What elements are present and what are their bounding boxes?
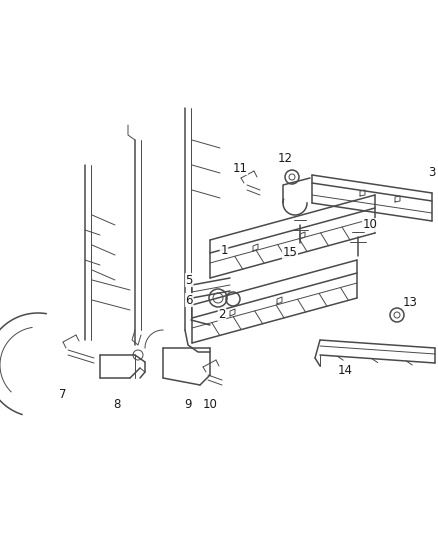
- Text: 11: 11: [233, 161, 247, 174]
- Text: 9: 9: [184, 399, 192, 411]
- Text: 3: 3: [428, 166, 435, 179]
- Text: 13: 13: [403, 295, 417, 309]
- Text: 1: 1: [220, 244, 228, 256]
- Text: 5: 5: [186, 273, 193, 287]
- Text: 2: 2: [218, 309, 226, 321]
- Text: 10: 10: [363, 219, 378, 231]
- Text: 8: 8: [113, 399, 121, 411]
- Text: 6: 6: [186, 294, 193, 306]
- Text: 7: 7: [59, 389, 67, 401]
- Text: 14: 14: [338, 364, 353, 376]
- Text: 12: 12: [278, 151, 293, 165]
- Text: 15: 15: [283, 246, 297, 259]
- Text: 10: 10: [202, 399, 217, 411]
